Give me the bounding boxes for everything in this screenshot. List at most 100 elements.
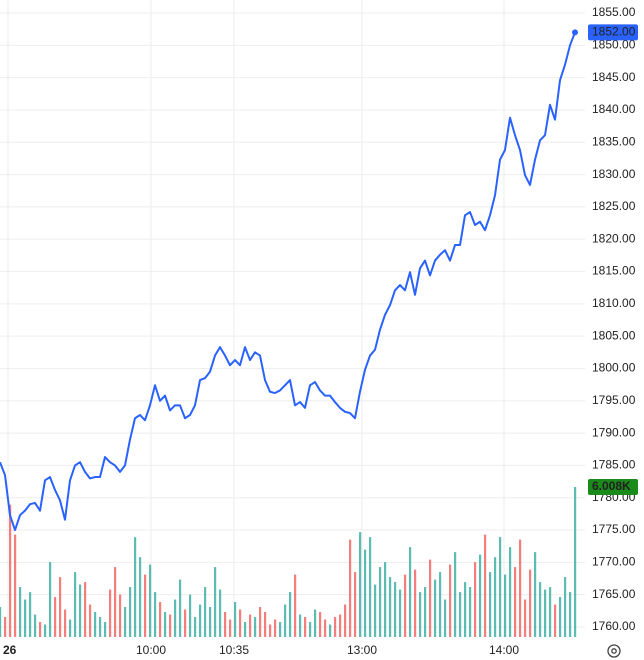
volume-bar: [239, 609, 242, 637]
volume-bar: [389, 577, 392, 637]
y-tick-label: 1855.00: [592, 5, 636, 19]
volume-bar: [559, 597, 562, 637]
value-label: 6.008K: [592, 479, 631, 493]
volume-bar: [9, 504, 12, 637]
volume-bar: [284, 604, 287, 637]
y-tick-label: 1760.00: [592, 619, 636, 633]
volume-bar: [339, 614, 342, 637]
value-label: 1852.00: [592, 25, 636, 39]
volume-bar: [24, 599, 27, 637]
volume-bar: [49, 562, 52, 637]
volume-bar: [479, 554, 482, 637]
volume-bar: [124, 607, 127, 637]
volume-bar: [164, 612, 167, 637]
volume-bar: [279, 622, 282, 637]
volume-bar: [529, 569, 532, 637]
y-tick-label: 1830.00: [592, 167, 636, 181]
volume-bar: [489, 572, 492, 637]
value-badge: [588, 24, 638, 41]
y-tick-label: 1820.00: [592, 231, 636, 245]
volume-bar: [319, 612, 322, 637]
volume-bar: [384, 562, 387, 637]
volume-bar: [494, 557, 497, 637]
volume-bar: [394, 582, 397, 637]
volume-bar: [399, 589, 402, 637]
volume-bar: [569, 592, 572, 637]
x-tick-label: 10:35: [219, 643, 249, 657]
volume-bar: [244, 622, 247, 637]
volume-bar: [14, 534, 17, 637]
x-tick-label: 13:00: [347, 643, 377, 657]
volume-bar: [104, 622, 107, 637]
volume-bar: [549, 587, 552, 637]
y-tick-label: 1765.00: [592, 587, 636, 601]
volume-bar: [189, 594, 192, 637]
volume-bar: [304, 617, 307, 637]
volume-bar: [274, 619, 277, 637]
volume-bar: [524, 599, 527, 637]
volume-bar: [374, 584, 377, 637]
volume-bar: [54, 597, 57, 637]
y-tick-label: 1835.00: [592, 134, 636, 148]
volume-bar: [499, 537, 502, 637]
volume-bar: [309, 622, 312, 637]
volume-bar: [89, 604, 92, 637]
volume-bar: [464, 582, 467, 637]
volume-bar: [519, 539, 522, 637]
x-tick-label: 26: [3, 643, 17, 657]
y-tick-label: 1840.00: [592, 102, 636, 116]
volume-bar: [139, 557, 142, 637]
volume-bar: [449, 564, 452, 637]
value-badge: [588, 479, 638, 495]
gear-inner[interactable]: [611, 648, 617, 654]
volume-bar: [364, 549, 367, 637]
volume-bar: [379, 567, 382, 637]
y-tick-label: 1785.00: [592, 458, 636, 472]
volume-bar: [94, 612, 97, 637]
volume-bar: [424, 587, 427, 637]
volume-bar: [69, 619, 72, 637]
y-tick-label: 1775.00: [592, 522, 636, 536]
volume-bar: [329, 624, 332, 637]
volume-bar: [209, 607, 212, 637]
x-tick-label: 10:00: [136, 643, 166, 657]
volume-bar: [414, 569, 417, 637]
volume-bar: [249, 614, 252, 637]
volume-bar: [74, 572, 77, 637]
volume-bar: [129, 587, 132, 637]
volume-bar: [439, 572, 442, 637]
volume-bar: [269, 624, 272, 637]
volume-bar: [324, 619, 327, 637]
volume-bar: [229, 619, 232, 637]
volume-bar: [474, 562, 477, 637]
volume-bar: [294, 574, 297, 637]
volume-bar: [39, 622, 42, 637]
volume-bar: [169, 614, 172, 637]
volume-bar: [29, 592, 32, 637]
volume-bar: [544, 589, 547, 637]
volume-bar: [134, 537, 137, 637]
volume-bar: [114, 567, 117, 637]
volume-bar: [469, 587, 472, 637]
y-tick-label: 1825.00: [592, 199, 636, 213]
y-tick-label: 1790.00: [592, 425, 636, 439]
volume-bar: [154, 592, 157, 637]
volume-bar: [234, 602, 237, 637]
volume-bar: [514, 567, 517, 637]
volume-bar: [459, 592, 462, 637]
volume-bar: [79, 584, 82, 637]
volume-bar: [444, 599, 447, 637]
grid: [0, 0, 585, 637]
volume-bar: [149, 564, 152, 637]
volume-bar: [349, 539, 352, 637]
volume-bar: [314, 609, 317, 637]
settings-icon[interactable]: [607, 644, 621, 658]
volume-bar: [404, 574, 407, 637]
y-tick-label: 1810.00: [592, 296, 636, 310]
volume-bar: [264, 612, 267, 637]
volume-bar: [454, 552, 457, 637]
gear-outer[interactable]: [607, 644, 621, 658]
volume-bar: [369, 537, 372, 637]
volume-bar: [554, 604, 557, 637]
